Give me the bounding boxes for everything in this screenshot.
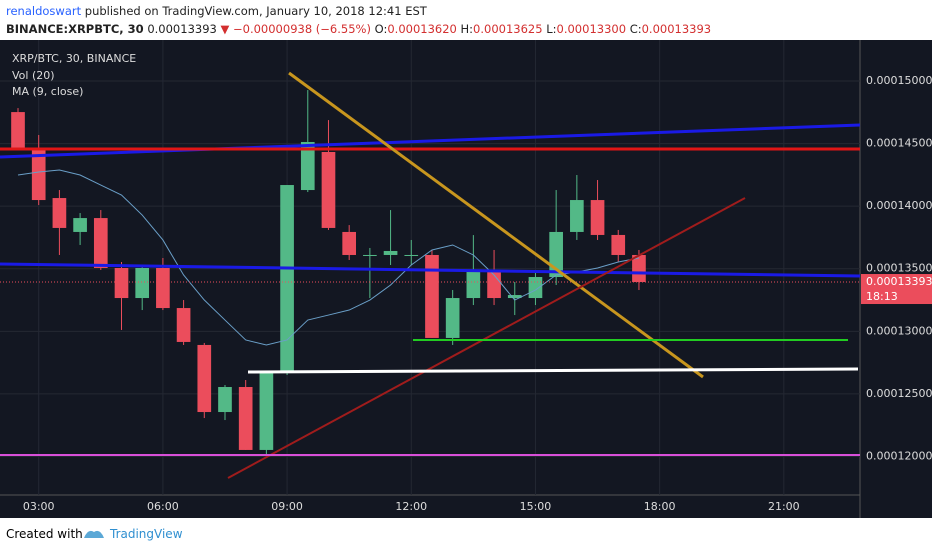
y-tick-label: 0.00013500 [866, 262, 932, 275]
trend-line [0, 262, 861, 278]
candle-body [176, 308, 191, 342]
candle-body [52, 198, 67, 228]
x-tick-label: 06:00 [147, 500, 179, 513]
legend-title: XRP/BTC, 30, BINANCE [12, 52, 136, 65]
publish-line: renaldoswart published on TradingView.co… [6, 4, 427, 18]
ohlc-line: BINANCE:XRPBTC, 30 0.00013393 ▼ −0.00000… [6, 22, 711, 36]
candle-body [570, 200, 584, 232]
candle-body [135, 267, 150, 299]
footer-created: Created with [6, 527, 83, 541]
candle-body [611, 234, 626, 255]
y-tick-label: 0.00013000 [866, 324, 932, 337]
candle-body [507, 295, 522, 299]
l-label: L: [546, 22, 557, 36]
candle-body [280, 185, 294, 372]
candle-body [342, 231, 357, 255]
h: 0.00013625 [473, 22, 543, 36]
trend-line [288, 71, 704, 379]
x-tick-label: 21:00 [768, 500, 800, 513]
author[interactable]: renaldoswart [6, 4, 82, 18]
c-label: C: [629, 22, 642, 36]
legend-volume: Vol (20) [12, 69, 55, 82]
c: 0.00013393 [641, 22, 712, 36]
chart: XRP/BTC, 30, BINANCE Vol (20) MA (9, clo… [0, 40, 932, 518]
published: published on TradingView.com, January 10… [84, 4, 427, 18]
candle-body [93, 218, 108, 268]
candle-body [259, 371, 274, 450]
last-price-box [861, 274, 932, 305]
candle-body [238, 387, 253, 450]
candle-body [321, 151, 336, 228]
candle-body [528, 277, 543, 299]
countdown: 18:13 [866, 290, 898, 303]
symbol: BINANCE:XRPBTC, 30 [6, 22, 144, 36]
last: 0.00013393 [147, 22, 217, 36]
change: ▼ −0.00000938 (−6.55%) [220, 22, 371, 36]
candle-body [445, 298, 460, 338]
candle-body [363, 254, 377, 256]
candle-body [197, 344, 212, 413]
ma-line [17, 169, 640, 346]
last-price-label: 0.00013393 [866, 275, 932, 288]
drawings [0, 71, 861, 479]
candle-body [300, 141, 315, 191]
candle-body [73, 218, 87, 232]
x-tick-label: 03:00 [23, 500, 55, 513]
footer: Created with TradingView [0, 518, 932, 550]
trend-line [0, 123, 861, 159]
candle-body [487, 272, 501, 299]
h-label: H: [460, 22, 474, 36]
chart-bg [0, 40, 932, 518]
o-label: O: [374, 22, 388, 36]
trend-line [227, 197, 746, 479]
y-tick-label: 0.00015000 [866, 74, 932, 87]
o: 0.00013620 [387, 22, 457, 36]
y-tick-label: 0.00014500 [866, 137, 932, 150]
logo [84, 530, 104, 538]
candle-body [31, 149, 46, 201]
candle-body [156, 267, 170, 309]
legend-ma: MA (9, close) [12, 85, 83, 98]
footer-brand[interactable]: TradingView [110, 527, 183, 541]
support-line [247, 367, 859, 374]
candle-body [632, 254, 646, 283]
candle-body [425, 254, 439, 338]
y-tick-label: 0.00014000 [866, 199, 932, 212]
x-tick-label: 15:00 [520, 500, 552, 513]
candle-body [404, 254, 419, 256]
x-tick-label: 12:00 [395, 500, 427, 513]
y-tick-label: 0.00012500 [866, 387, 932, 400]
candle-body [466, 272, 481, 299]
y-tick-label: 0.00012000 [866, 449, 932, 462]
candle-body [114, 267, 129, 299]
candle-body [11, 112, 25, 148]
x-tick-label: 09:00 [271, 500, 303, 513]
candle-body [383, 250, 398, 255]
l: 0.00013300 [556, 22, 627, 36]
x-tick-label: 18:00 [644, 500, 676, 513]
candle-body [590, 200, 605, 235]
marks [0, 90, 860, 455]
candle-body [218, 387, 232, 413]
